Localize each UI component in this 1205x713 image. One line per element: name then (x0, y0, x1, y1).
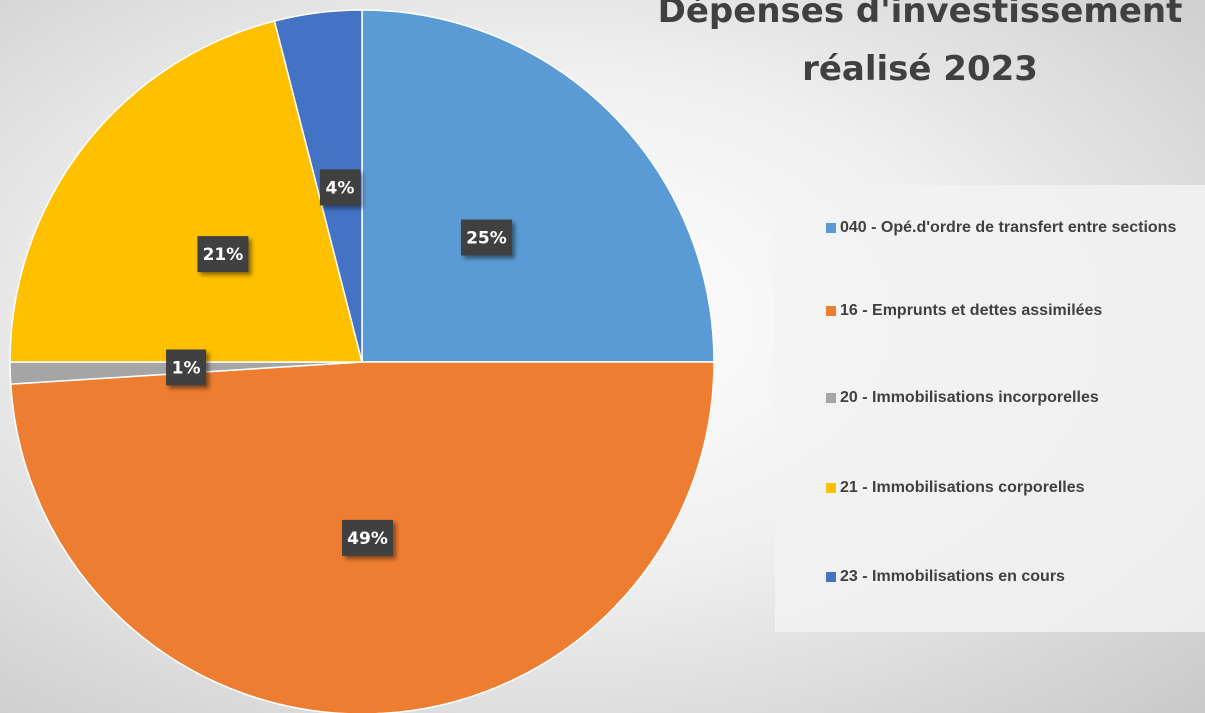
pie-chart: 25% 49% 1% 21% 4% (9, 9, 715, 713)
value-label: 49% (347, 529, 388, 549)
legend-label: 20 - Immobilisations incorporelles (840, 389, 1099, 406)
data-label: 1% (166, 349, 207, 386)
legend-swatch (826, 572, 836, 582)
legend-label: 040 - Opé.d'ordre de transfert entre sec… (840, 219, 1177, 236)
legend: 040 - Opé.d'ordre de transfert entre sec… (775, 185, 1205, 632)
data-label: 21% (197, 236, 249, 273)
value-label: 4% (326, 178, 355, 198)
value-label: 21% (203, 245, 244, 265)
legend-swatch (826, 223, 836, 233)
pie-slice (9, 20, 363, 363)
legend-label: 21 - Immobilisations corporelles (840, 479, 1085, 496)
pie-slice (273, 9, 363, 363)
label-box (319, 169, 360, 206)
label-box (166, 349, 207, 386)
legend-item: 23 - Immobilisations en cours (826, 564, 1196, 589)
legend-swatch (826, 393, 836, 403)
data-label: 4% (319, 169, 360, 206)
legend-swatch (826, 483, 836, 493)
pie-slice (361, 9, 715, 363)
legend-item: 20 - Immobilisations incorporelles (826, 385, 1196, 410)
value-label: 25% (466, 229, 507, 249)
chart-title: Dépenses d'investissement réalisé 2023 (657, 0, 1183, 89)
legend-label: 16 - Emprunts et dettes assimilées (840, 302, 1103, 319)
label-box (197, 236, 249, 273)
legend-item: 21 - Immobilisations corporelles (826, 475, 1196, 500)
legend-item: 040 - Opé.d'ordre de transfert entre sec… (826, 215, 1196, 240)
value-label: 1% (172, 359, 201, 379)
data-label: 25% (460, 219, 512, 256)
data-label: 49% (342, 519, 394, 556)
legend-label: 23 - Immobilisations en cours (840, 568, 1065, 585)
label-box (342, 519, 394, 556)
label-box (460, 219, 512, 256)
legend-swatch (826, 306, 836, 316)
legend-item: 16 - Emprunts et dettes assimilées (826, 298, 1196, 323)
